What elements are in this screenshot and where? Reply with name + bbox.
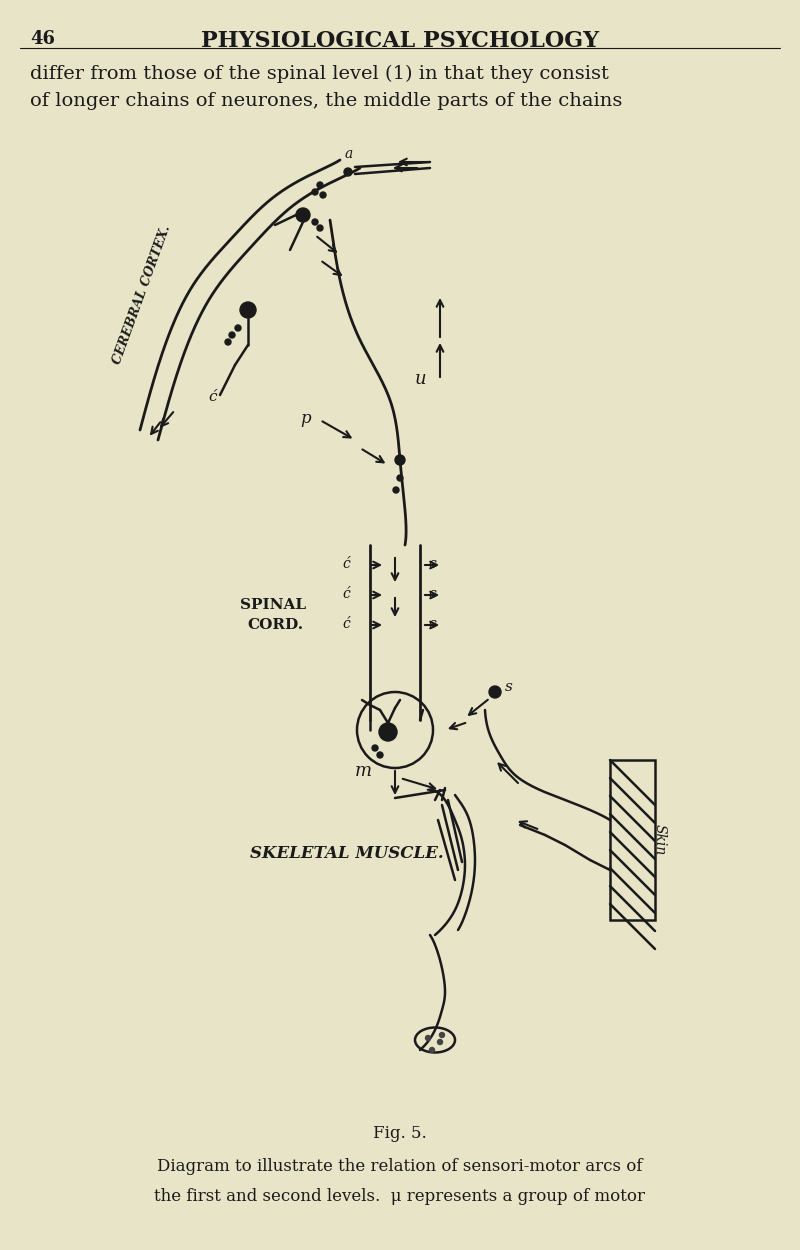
- Circle shape: [397, 475, 403, 481]
- Text: of longer chains of neurones, the middle parts of the chains: of longer chains of neurones, the middle…: [30, 92, 622, 110]
- Circle shape: [312, 219, 318, 225]
- Text: ć: ć: [342, 588, 350, 601]
- Circle shape: [379, 722, 397, 741]
- Text: 46: 46: [30, 30, 55, 48]
- Text: ć: ć: [208, 390, 217, 404]
- Circle shape: [393, 488, 399, 492]
- Text: Fig. 5.: Fig. 5.: [373, 1125, 427, 1142]
- Circle shape: [317, 182, 323, 188]
- Text: p: p: [300, 410, 310, 428]
- Circle shape: [312, 189, 318, 195]
- Text: u: u: [415, 370, 426, 388]
- Text: ć: ć: [342, 618, 350, 631]
- Text: c: c: [428, 618, 436, 631]
- Text: ć: ć: [342, 558, 350, 571]
- Circle shape: [344, 168, 352, 176]
- Circle shape: [320, 192, 326, 198]
- Circle shape: [430, 1048, 434, 1052]
- Circle shape: [426, 1035, 430, 1040]
- Circle shape: [489, 686, 501, 698]
- Text: c: c: [428, 558, 436, 571]
- Circle shape: [377, 752, 383, 758]
- Text: SKELETAL MUSCLE.: SKELETAL MUSCLE.: [250, 845, 444, 862]
- Circle shape: [240, 302, 256, 318]
- Text: PHYSIOLOGICAL PSYCHOLOGY: PHYSIOLOGICAL PSYCHOLOGY: [201, 30, 599, 52]
- Circle shape: [395, 455, 405, 465]
- Circle shape: [372, 745, 378, 751]
- Text: m: m: [355, 762, 372, 780]
- Text: CEREBRAL CORTEX.: CEREBRAL CORTEX.: [110, 224, 174, 366]
- Text: SPINAL: SPINAL: [240, 598, 306, 612]
- Text: Diagram to illustrate the relation of sensori-motor arcs of: Diagram to illustrate the relation of se…: [158, 1158, 642, 1175]
- Circle shape: [439, 1032, 445, 1038]
- Circle shape: [229, 332, 235, 338]
- Circle shape: [225, 339, 231, 345]
- Text: s: s: [505, 680, 513, 694]
- Text: Skin: Skin: [653, 825, 667, 855]
- Bar: [610, 760, 655, 920]
- Text: c: c: [428, 588, 436, 601]
- Circle shape: [438, 1040, 442, 1045]
- Circle shape: [296, 208, 310, 222]
- Text: differ from those of the spinal level (1) in that they consist: differ from those of the spinal level (1…: [30, 65, 609, 84]
- Circle shape: [235, 325, 241, 331]
- Circle shape: [317, 225, 323, 231]
- Text: the first and second levels.  μ represents a group of motor: the first and second levels. μ represent…: [154, 1188, 646, 1205]
- Text: a: a: [345, 148, 354, 161]
- Text: CORD.: CORD.: [247, 618, 303, 632]
